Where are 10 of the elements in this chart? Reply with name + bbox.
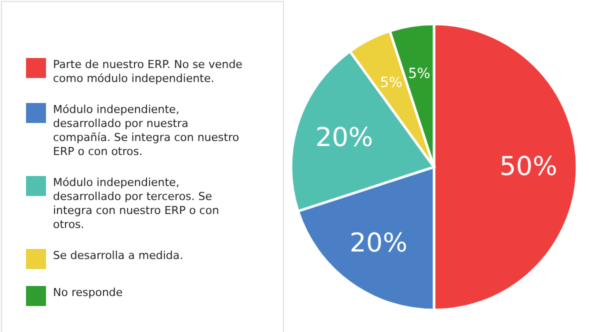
legend-label: No responde <box>53 286 123 299</box>
data-label: 20% <box>315 122 374 153</box>
data-label: 50% <box>499 152 558 182</box>
data-label: 5% <box>408 66 430 82</box>
legend-label: Módulo independiente, desarrollado por nuestra compañía. Se integra con nuestro ERP o con otros. <box>53 103 240 158</box>
legend-label: Se desarrolla a medida. <box>53 249 184 262</box>
data-label: 5% <box>380 74 402 91</box>
legend-label: Parte de nuestro ERP. No se vende como módulo independiente. <box>53 58 243 85</box>
data-label: 20% <box>350 228 408 258</box>
legend-label: Módulo independiente, desarrollado por terceros. Se integra con nuestro ERP o con otros. <box>53 176 220 231</box>
